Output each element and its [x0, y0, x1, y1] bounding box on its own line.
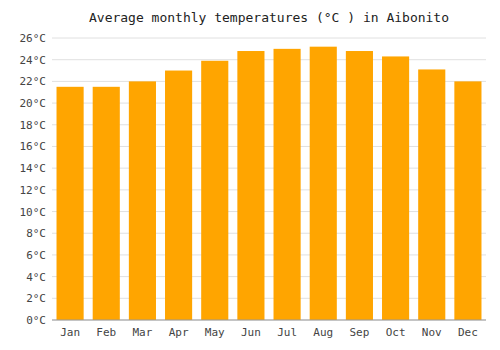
y-tick-label: 12°C	[20, 184, 47, 197]
x-axis-line	[52, 320, 486, 321]
y-grid	[52, 38, 486, 320]
bar	[310, 47, 337, 320]
bar	[274, 49, 301, 320]
y-tick-label: 16°C	[20, 140, 47, 153]
y-tick-label: 4°C	[26, 271, 46, 284]
bar	[382, 56, 409, 320]
x-tick-label: Nov	[422, 326, 442, 339]
x-tick-label: Jul	[277, 326, 297, 339]
y-tick-label: 14°C	[20, 162, 47, 175]
bar	[165, 71, 192, 320]
bar	[346, 51, 373, 320]
y-tick-label: 22°C	[20, 75, 47, 88]
x-tick-label: Jan	[60, 326, 80, 339]
x-tick-label: Sep	[349, 326, 369, 339]
bar	[129, 81, 156, 320]
grid-line	[52, 38, 486, 39]
chart-container: Average monthly temperatures (°C ) in Ai…	[0, 0, 500, 350]
bar	[237, 51, 264, 320]
x-tick-label: Jun	[241, 326, 261, 339]
y-tick-label: 0°C	[26, 314, 46, 327]
x-tick-label: May	[205, 326, 225, 339]
bar	[418, 69, 445, 320]
y-tick-label: 24°C	[20, 54, 47, 67]
y-tick-label: 8°C	[26, 227, 46, 240]
bar	[454, 81, 481, 320]
x-tick-label: Mar	[132, 326, 152, 339]
x-tick-label: Oct	[386, 326, 406, 339]
chart-svg: Average monthly temperatures (°C ) in Ai…	[0, 0, 500, 350]
bar	[93, 87, 120, 320]
bars	[57, 47, 482, 320]
x-tick-label: Feb	[96, 326, 116, 339]
x-tick-label: Apr	[169, 326, 189, 339]
x-tick-label: Dec	[458, 326, 478, 339]
grid-line	[52, 320, 486, 321]
x-tick-label: Aug	[313, 326, 333, 339]
chart-title: Average monthly temperatures (°C ) in Ai…	[89, 10, 449, 25]
y-tick-label: 20°C	[20, 97, 47, 110]
y-tick-label: 10°C	[20, 206, 47, 219]
y-tick-label: 2°C	[26, 292, 46, 305]
bar	[201, 61, 228, 320]
bar	[57, 87, 84, 320]
y-tick-label: 18°C	[20, 119, 47, 132]
grid-line	[52, 59, 486, 60]
y-tick-label: 26°C	[20, 32, 47, 45]
y-tick-label: 6°C	[26, 249, 46, 262]
